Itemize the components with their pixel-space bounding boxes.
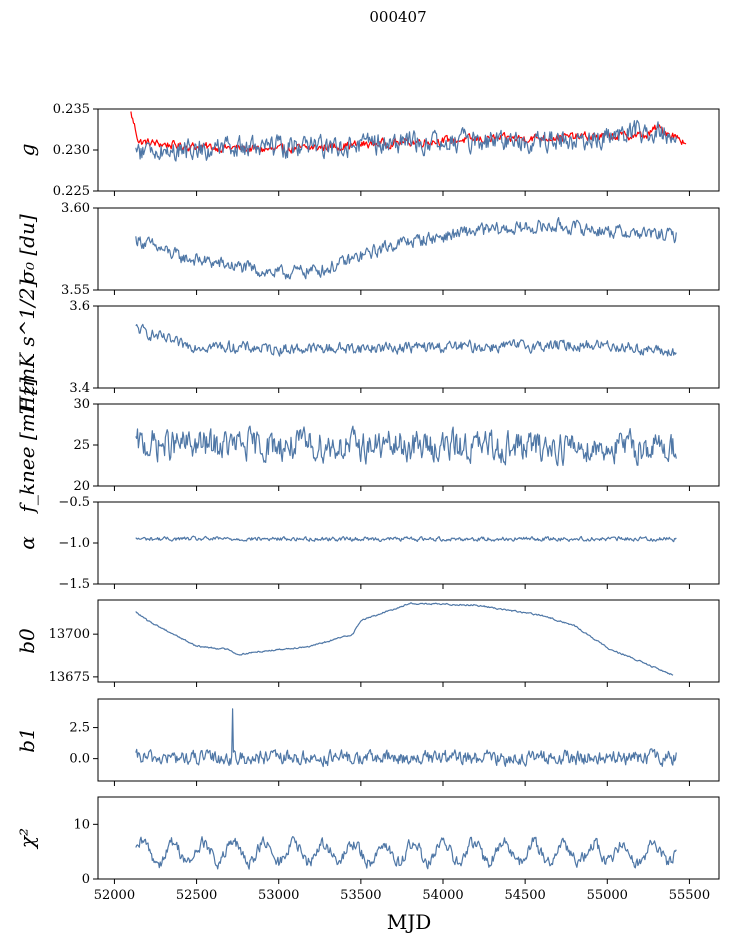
y-tick-label: −1.5 (58, 577, 90, 592)
series-line-fknee (135, 425, 677, 467)
axes-frame (97, 501, 720, 585)
y-tick-label: 0.230 (53, 143, 90, 158)
x-tick-label: 52000 (94, 888, 135, 903)
panel-6: 13675 13700 b0 (15, 599, 720, 687)
y-tick-label: 0 (82, 872, 90, 887)
x-axis-label: MJD (387, 910, 432, 934)
y-axis-label: f_knee [mHz] (15, 377, 39, 514)
y-axis-label: σ₀ [du] (15, 214, 39, 284)
y-tick-label: 3.4 (69, 381, 90, 396)
y-tick-label: 25 (73, 438, 90, 453)
series-line-b0 (135, 602, 674, 676)
series-line-gain (135, 119, 677, 162)
axes-frame (97, 305, 720, 389)
x-tick-label: 52500 (176, 888, 217, 903)
y-axis-label: b1 (15, 727, 39, 753)
axes-frame (97, 599, 720, 683)
panel-7: 0.0 2.5 b1 (15, 698, 720, 786)
panel-1: 0.225 0.230 0.235 g (15, 102, 720, 199)
x-tick-label: 53500 (340, 888, 381, 903)
y-tick-label: 10 (73, 817, 90, 832)
panel-2: 3.55 3.60 σ₀ [du] (15, 201, 720, 298)
y-tick-label: 3.60 (61, 201, 90, 216)
y-tick-label: 0.0 (69, 752, 90, 767)
x-tick-label: 54000 (422, 888, 463, 903)
y-tick-label: −0.5 (58, 495, 90, 510)
y-tick-label: 2.5 (69, 721, 90, 736)
panel-5: −1.5 −1.0 −0.5 α (15, 495, 720, 592)
panel-8: 0 10 52000 52500 53000 53500 54000 54500 55000 55… (15, 796, 720, 903)
y-tick-label: 3.6 (69, 299, 90, 314)
panel-4: 20 25 30 f_knee [mHz] (15, 377, 720, 514)
y-tick-label: 13675 (49, 670, 90, 685)
x-tick-label: 55500 (669, 888, 710, 903)
series-line-chi2 (135, 835, 677, 870)
series-line-sigma0 (135, 217, 677, 280)
series-line-b1 (135, 708, 677, 768)
y-tick-label: 13700 (49, 627, 90, 642)
y-axis-label: χ² (15, 828, 39, 850)
series-line-alpha (135, 535, 677, 543)
x-tick-label: 54500 (504, 888, 545, 903)
axes-frame (97, 796, 720, 880)
y-axis-label: α (15, 536, 39, 550)
y-tick-label: −1.0 (58, 536, 90, 551)
x-tick-label: 55000 (587, 888, 628, 903)
y-axis-label: g (15, 144, 39, 157)
y-tick-label: 0.225 (53, 184, 90, 199)
y-tick-label: 30 (73, 397, 90, 412)
panel-3: 3.4 3.6 T [mK s^1/2] (15, 279, 720, 414)
panels-group: 0.225 0.230 0.235 g 3.55 3.60 σ₀ [du] 3.4 3.6 T [… (15, 102, 720, 903)
axes-frame (97, 108, 720, 192)
y-tick-label: 0.235 (53, 102, 90, 117)
figure-title: 000407 (369, 8, 426, 26)
y-axis-label: T [mK s^1/2] (15, 279, 39, 414)
axes-frame (97, 207, 720, 291)
y-tick-label: 3.55 (61, 283, 90, 298)
series-line-noise (135, 323, 677, 357)
x-tick-label: 53000 (258, 888, 299, 903)
y-axis-label: b0 (15, 628, 39, 654)
axes-frame (97, 698, 720, 782)
y-tick-label: 20 (73, 479, 90, 494)
